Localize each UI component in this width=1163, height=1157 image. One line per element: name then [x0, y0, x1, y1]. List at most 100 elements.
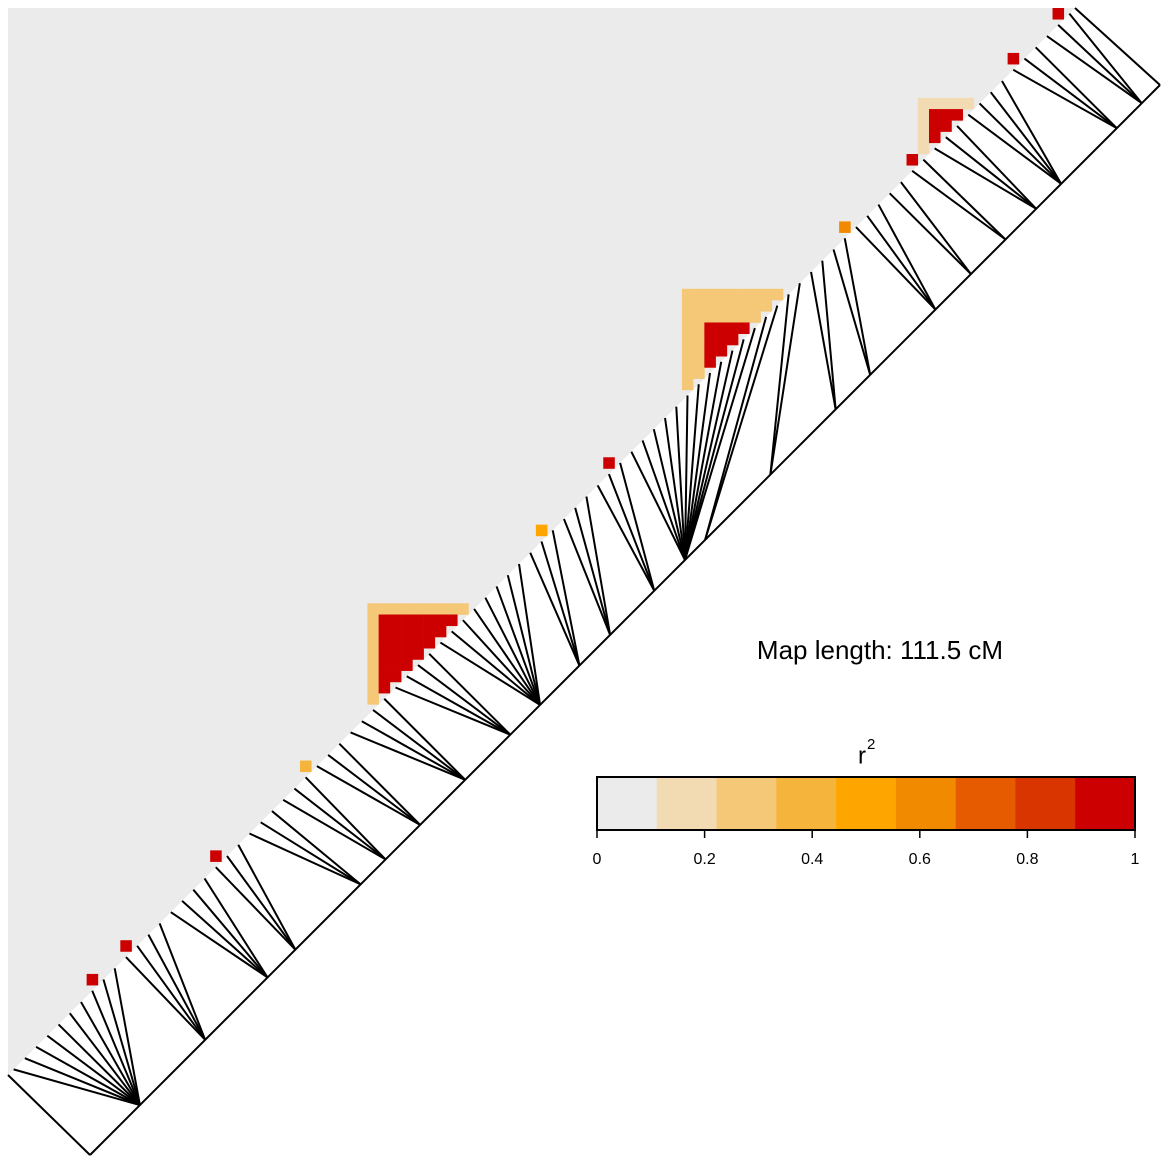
marker-line — [406, 675, 511, 736]
ld-cell — [704, 300, 716, 312]
ld-cell — [760, 300, 773, 312]
ld-cell — [434, 614, 447, 627]
marker-line — [619, 462, 656, 591]
marker-line — [683, 384, 700, 561]
marker-line — [293, 787, 387, 861]
ld-cell — [412, 603, 424, 615]
ld-cell — [389, 636, 402, 649]
ld-cell — [378, 659, 391, 671]
ld-cell — [378, 670, 391, 683]
ld-cell — [378, 681, 391, 694]
ld-cell — [928, 120, 941, 132]
marker-line — [338, 742, 421, 826]
ld-cell — [704, 311, 716, 323]
marker-line — [596, 484, 656, 592]
legend-swatch — [656, 777, 717, 830]
ld-cell — [693, 288, 705, 301]
marker-line — [35, 1046, 141, 1106]
map-line — [89, 84, 1161, 1156]
marker-line — [821, 260, 837, 410]
marker-line — [506, 574, 542, 706]
marker-line — [68, 1012, 141, 1106]
ld-cell — [738, 311, 750, 323]
ld-cell — [389, 659, 402, 671]
marker-line — [607, 473, 656, 592]
legend-swatch — [1075, 777, 1136, 830]
marker-line — [989, 91, 1062, 185]
marker-line — [181, 900, 269, 979]
ld-cell — [704, 288, 716, 301]
ld-cell — [367, 636, 379, 649]
marker-line — [652, 428, 686, 561]
marker-line — [1023, 57, 1118, 129]
ld-cell — [951, 109, 963, 121]
legend-swatch — [1015, 777, 1076, 830]
marker-line — [888, 192, 972, 275]
ld-cell — [367, 681, 379, 694]
ld-cell — [738, 288, 750, 301]
ld-cell — [693, 344, 705, 357]
ld-cell — [704, 344, 716, 357]
marker-line — [203, 877, 269, 979]
ld-cell — [367, 670, 379, 683]
marker-line — [361, 720, 466, 781]
marker-line — [683, 361, 723, 561]
map-edge — [1074, 7, 1161, 86]
marker-line — [1046, 35, 1143, 105]
marker-line — [125, 956, 206, 1041]
legend-swatch — [895, 777, 956, 830]
marker-line — [158, 923, 207, 1041]
legend-tick-label: 0 — [593, 851, 602, 868]
ld-cell — [457, 603, 469, 615]
marker-line — [769, 294, 790, 475]
marker-line — [417, 664, 511, 736]
marker-line — [810, 271, 837, 410]
marker-line — [282, 798, 387, 861]
marker-line — [113, 968, 141, 1106]
marker-line — [327, 754, 421, 826]
ld-cell — [401, 625, 413, 638]
ld-cell — [446, 614, 458, 627]
ld-cell — [535, 524, 548, 537]
ld-cell — [693, 322, 705, 335]
ld-cell — [906, 154, 919, 166]
ld-cell — [839, 221, 851, 233]
ld-cell — [693, 333, 705, 346]
marker-line — [136, 945, 206, 1041]
marker-line — [664, 417, 686, 561]
ld-cell — [726, 333, 739, 346]
marker-line — [922, 158, 1007, 241]
marker-line — [102, 979, 141, 1106]
marker-line — [13, 1068, 141, 1107]
ld-cell — [681, 288, 694, 301]
marker-line — [518, 563, 542, 706]
marker-line — [1012, 68, 1118, 130]
marker-line — [684, 350, 734, 561]
ld-cell — [738, 300, 750, 312]
ld-cell — [715, 333, 728, 346]
ld-cell — [446, 603, 458, 615]
ld-cell — [681, 311, 694, 323]
ld-cell — [389, 648, 402, 660]
ld-cell — [928, 131, 941, 144]
ld-cell — [715, 288, 728, 301]
ld-cell — [434, 625, 447, 638]
ld-cell — [749, 311, 761, 323]
ld-cell — [389, 670, 402, 683]
ld-cell — [1052, 8, 1065, 20]
marker-line — [956, 125, 1037, 210]
marker-line — [911, 170, 1007, 241]
ld-cell — [681, 356, 694, 368]
marker-line — [226, 855, 297, 951]
ld-cell — [693, 300, 705, 312]
marker-line — [1001, 80, 1063, 185]
ld-cell — [378, 648, 391, 660]
marker-line — [877, 204, 937, 311]
marker-line — [237, 844, 297, 951]
ld-cell — [389, 614, 402, 627]
ld-cell — [423, 625, 436, 638]
ld-cell — [917, 142, 930, 155]
ld-cell — [367, 693, 379, 705]
ld-cell — [412, 636, 424, 649]
marker-line — [372, 709, 466, 781]
